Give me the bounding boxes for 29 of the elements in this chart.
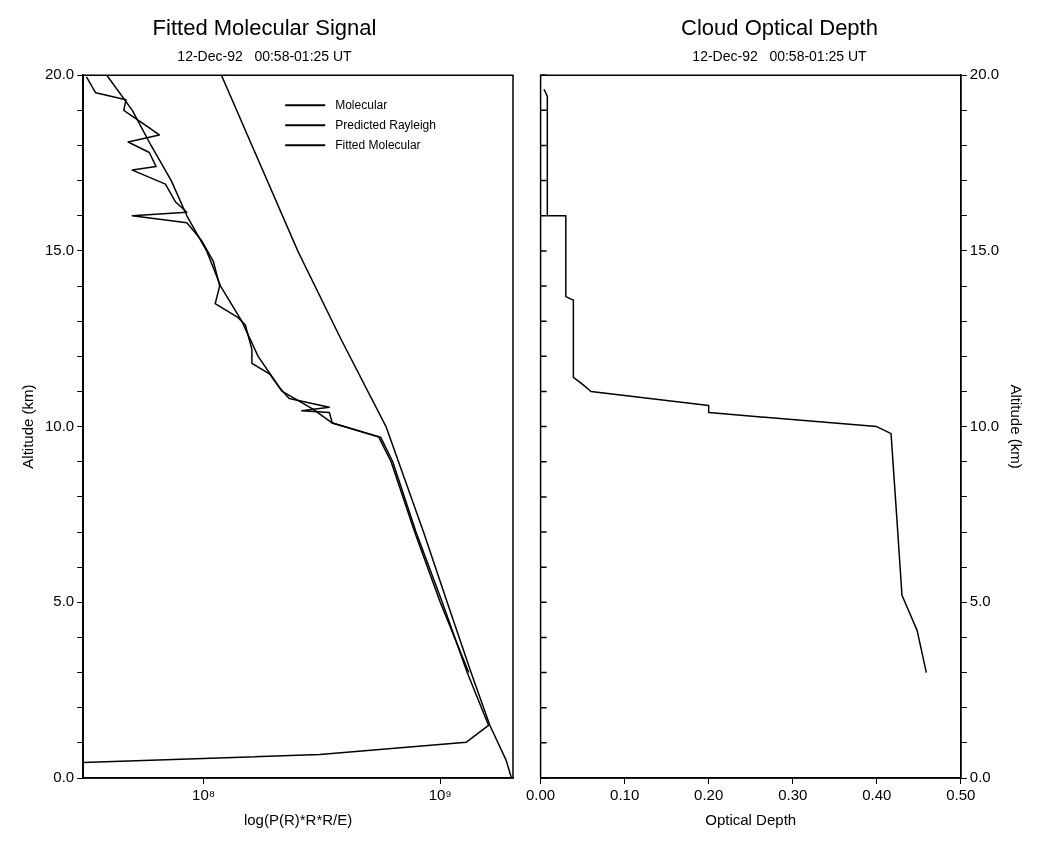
- legend-label: Fitted Molecular: [335, 137, 421, 152]
- y2-axis-title: Altitude (km): [1007, 384, 1025, 469]
- x-tick-label: 0.50: [946, 786, 976, 804]
- x-tick-label: 0.00: [526, 786, 556, 804]
- x-axis-title: Optical Depth: [705, 811, 797, 829]
- x-tick-label: 0.30: [778, 786, 808, 804]
- x-tick-label: 10⁹: [428, 786, 452, 804]
- chart-subtitle: 12-Dec-92 00:58-01:25 UT: [692, 47, 868, 64]
- y2-tick-label: 20.0: [969, 65, 1000, 83]
- y2-tick-label: 5.0: [969, 592, 991, 610]
- legend-label: Predicted Rayleigh: [335, 117, 436, 132]
- y-axis-title: Altitude (km): [19, 384, 37, 469]
- chart-title: Cloud Optical Depth: [681, 15, 878, 41]
- y-tick-label: 20.0: [44, 65, 75, 83]
- y2-tick-label: 10.0: [969, 416, 1000, 434]
- chart-title: Fitted Molecular Signal: [152, 15, 377, 41]
- y-tick-label: 10.0: [44, 416, 75, 434]
- x-tick-label: 0.40: [862, 786, 892, 804]
- legend-label: Molecular: [335, 97, 388, 112]
- x-tick-label: 0.20: [694, 786, 724, 804]
- x-axis-title: log(P(R)*R*R/E): [243, 811, 353, 829]
- x-tick-label: 10⁸: [192, 786, 216, 804]
- chart-subtitle: 12-Dec-92 00:58-01:25 UT: [177, 47, 353, 64]
- y-tick-label: 5.0: [53, 592, 75, 610]
- y-tick-label: 15.0: [44, 241, 75, 259]
- y-tick-label: 0.0: [53, 768, 75, 786]
- y2-tick-label: 0.0: [969, 768, 991, 786]
- x-tick-label: 0.10: [610, 786, 640, 804]
- y2-tick-label: 15.0: [969, 241, 1000, 259]
